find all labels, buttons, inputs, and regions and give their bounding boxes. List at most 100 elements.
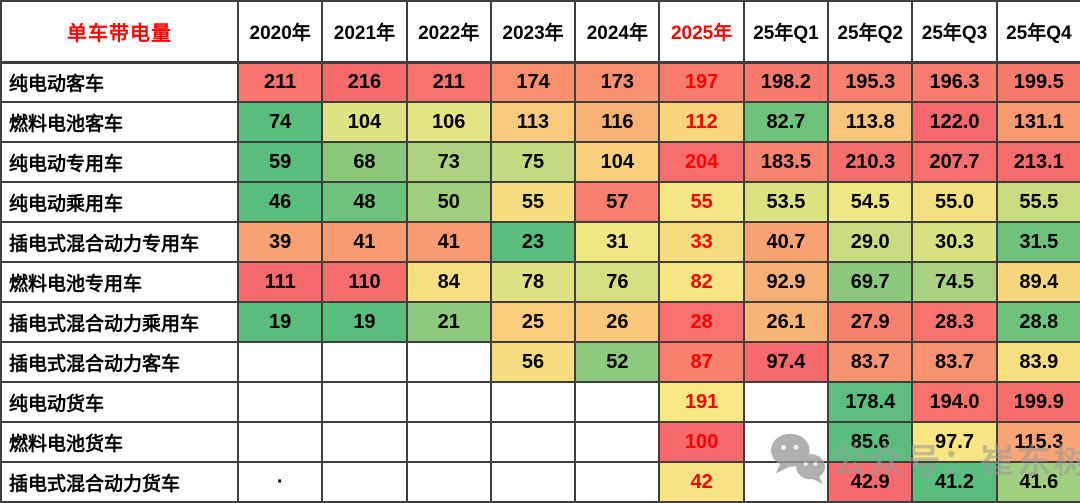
data-cell: 183.5 xyxy=(742,141,830,183)
col-header-2021年: 2021年 xyxy=(321,0,408,64)
col-header-2025年: 2025年 xyxy=(658,0,745,64)
data-cell: 19 xyxy=(321,301,408,343)
col-header-25年Q1: 25年Q1 xyxy=(742,0,830,64)
data-cell: 27.9 xyxy=(827,301,914,343)
data-cell: 111 xyxy=(236,261,324,303)
col-header-2022年: 2022年 xyxy=(405,0,492,64)
data-cell: 25 xyxy=(489,301,577,343)
data-cell: 23 xyxy=(489,221,577,263)
row-label: 纯电动客车 xyxy=(0,61,239,103)
data-cell: 78 xyxy=(489,261,577,303)
data-cell xyxy=(742,381,830,423)
data-cell: 131.1 xyxy=(995,101,1080,143)
data-cell: 82.7 xyxy=(742,101,830,143)
data-cell xyxy=(405,381,492,423)
data-cell: 57 xyxy=(574,181,661,223)
data-cell: 55 xyxy=(658,181,745,223)
data-cell xyxy=(489,421,577,463)
data-cell: 41 xyxy=(405,221,492,263)
row-label: 插电式混合动力货车 xyxy=(0,461,239,503)
data-cell: 74 xyxy=(236,101,324,143)
table-row: 燃料电池客车 74 104 106 113 116 112 82.7 113.8 122.0 131… xyxy=(0,101,1080,143)
data-cell xyxy=(236,341,324,383)
data-cell: 100 xyxy=(658,421,745,463)
data-cell: 197 xyxy=(658,61,745,103)
data-cell: 55 xyxy=(489,181,577,223)
data-cell: 30.3 xyxy=(911,221,998,263)
data-cell: 26.1 xyxy=(742,301,830,343)
data-cell: 84 xyxy=(405,261,492,303)
row-label: 燃料电池货车 xyxy=(0,421,239,463)
data-cell: 28.8 xyxy=(995,301,1080,343)
row-label: 纯电动乘用车 xyxy=(0,181,239,223)
header-row: 单车带电量 2020年 2021年 2022年 2023年 2024年 2025年 25年Q1… xyxy=(0,0,1080,64)
data-cell: 21 xyxy=(405,301,492,343)
data-cell: 104 xyxy=(321,101,408,143)
table-row: 插电式混合动力乘用车 19 19 21 25 26 28 26.1 27.9 28.3 28.8 xyxy=(0,301,1080,343)
data-cell: 211 xyxy=(236,61,324,103)
data-cell: 31 xyxy=(574,221,661,263)
data-cell: 82 xyxy=(658,261,745,303)
data-cell xyxy=(321,341,408,383)
data-cell: 33 xyxy=(658,221,745,263)
data-cell: 211 xyxy=(405,61,492,103)
table-row: 纯电动货车 191 178.4 194.0 199.9 xyxy=(0,381,1080,423)
data-cell: 178.4 xyxy=(827,381,914,423)
data-cell xyxy=(742,461,830,503)
data-cell: 19 xyxy=(236,301,324,343)
data-cell: 42.9 xyxy=(827,461,914,503)
data-cell xyxy=(405,421,492,463)
table-row: 插电式混合动力专用车 39 41 41 23 31 33 40.7 29.0 30.3 31.5 xyxy=(0,221,1080,263)
data-cell: 191 xyxy=(658,381,745,423)
data-cell xyxy=(489,381,577,423)
data-cell: 39 xyxy=(236,221,324,263)
data-cell: 115.3 xyxy=(995,421,1080,463)
data-cell xyxy=(405,341,492,383)
data-cell: 76 xyxy=(574,261,661,303)
col-header-2024年: 2024年 xyxy=(574,0,661,64)
data-cell: 83.7 xyxy=(827,341,914,383)
data-cell xyxy=(574,461,661,503)
row-label: 插电式混合动力专用车 xyxy=(0,221,239,263)
data-cell: 213.1 xyxy=(995,141,1080,183)
data-cell: 68 xyxy=(321,141,408,183)
row-label: 插电式混合动力客车 xyxy=(0,341,239,383)
data-cell: 92.9 xyxy=(742,261,830,303)
data-cell: 31.5 xyxy=(995,221,1080,263)
data-cell: 52 xyxy=(574,341,661,383)
table-row: 纯电动客车 211 216 211 174 173 197 198.2 195.3 196.3 19… xyxy=(0,61,1080,103)
data-cell: 216 xyxy=(321,61,408,103)
data-cell: 174 xyxy=(489,61,577,103)
data-cell: 41.2 xyxy=(911,461,998,503)
data-cell: 40.7 xyxy=(742,221,830,263)
data-cell: · xyxy=(236,461,324,503)
data-cell: 69.7 xyxy=(827,261,914,303)
data-cell: 210.3 xyxy=(827,141,914,183)
data-cell: 173 xyxy=(574,61,661,103)
data-cell: 87 xyxy=(658,341,745,383)
data-cell: 204 xyxy=(658,141,745,183)
row-label: 纯电动专用车 xyxy=(0,141,239,183)
table-row: 插电式混合动力货车 · 42 42.9 41.2 41.6 xyxy=(0,461,1080,503)
data-cell: 104 xyxy=(574,141,661,183)
col-header-25年Q4: 25年Q4 xyxy=(995,0,1080,64)
data-cell xyxy=(321,421,408,463)
data-cell: 116 xyxy=(574,101,661,143)
data-cell: 85.6 xyxy=(827,421,914,463)
data-cell: 194.0 xyxy=(911,381,998,423)
data-cell xyxy=(236,381,324,423)
data-cell: 29.0 xyxy=(827,221,914,263)
table-row: 燃料电池专用车 111 110 84 78 76 82 92.9 69.7 74.5 89.4 xyxy=(0,261,1080,303)
data-cell: 89.4 xyxy=(995,261,1080,303)
data-cell: 196.3 xyxy=(911,61,998,103)
data-cell: 41.6 xyxy=(995,461,1080,503)
data-cell: 199.9 xyxy=(995,381,1080,423)
data-cell: 207.7 xyxy=(911,141,998,183)
data-cell: 55.5 xyxy=(995,181,1080,223)
data-cell xyxy=(574,381,661,423)
data-cell: 56 xyxy=(489,341,577,383)
data-cell: 28.3 xyxy=(911,301,998,343)
row-label: 燃料电池专用车 xyxy=(0,261,239,303)
